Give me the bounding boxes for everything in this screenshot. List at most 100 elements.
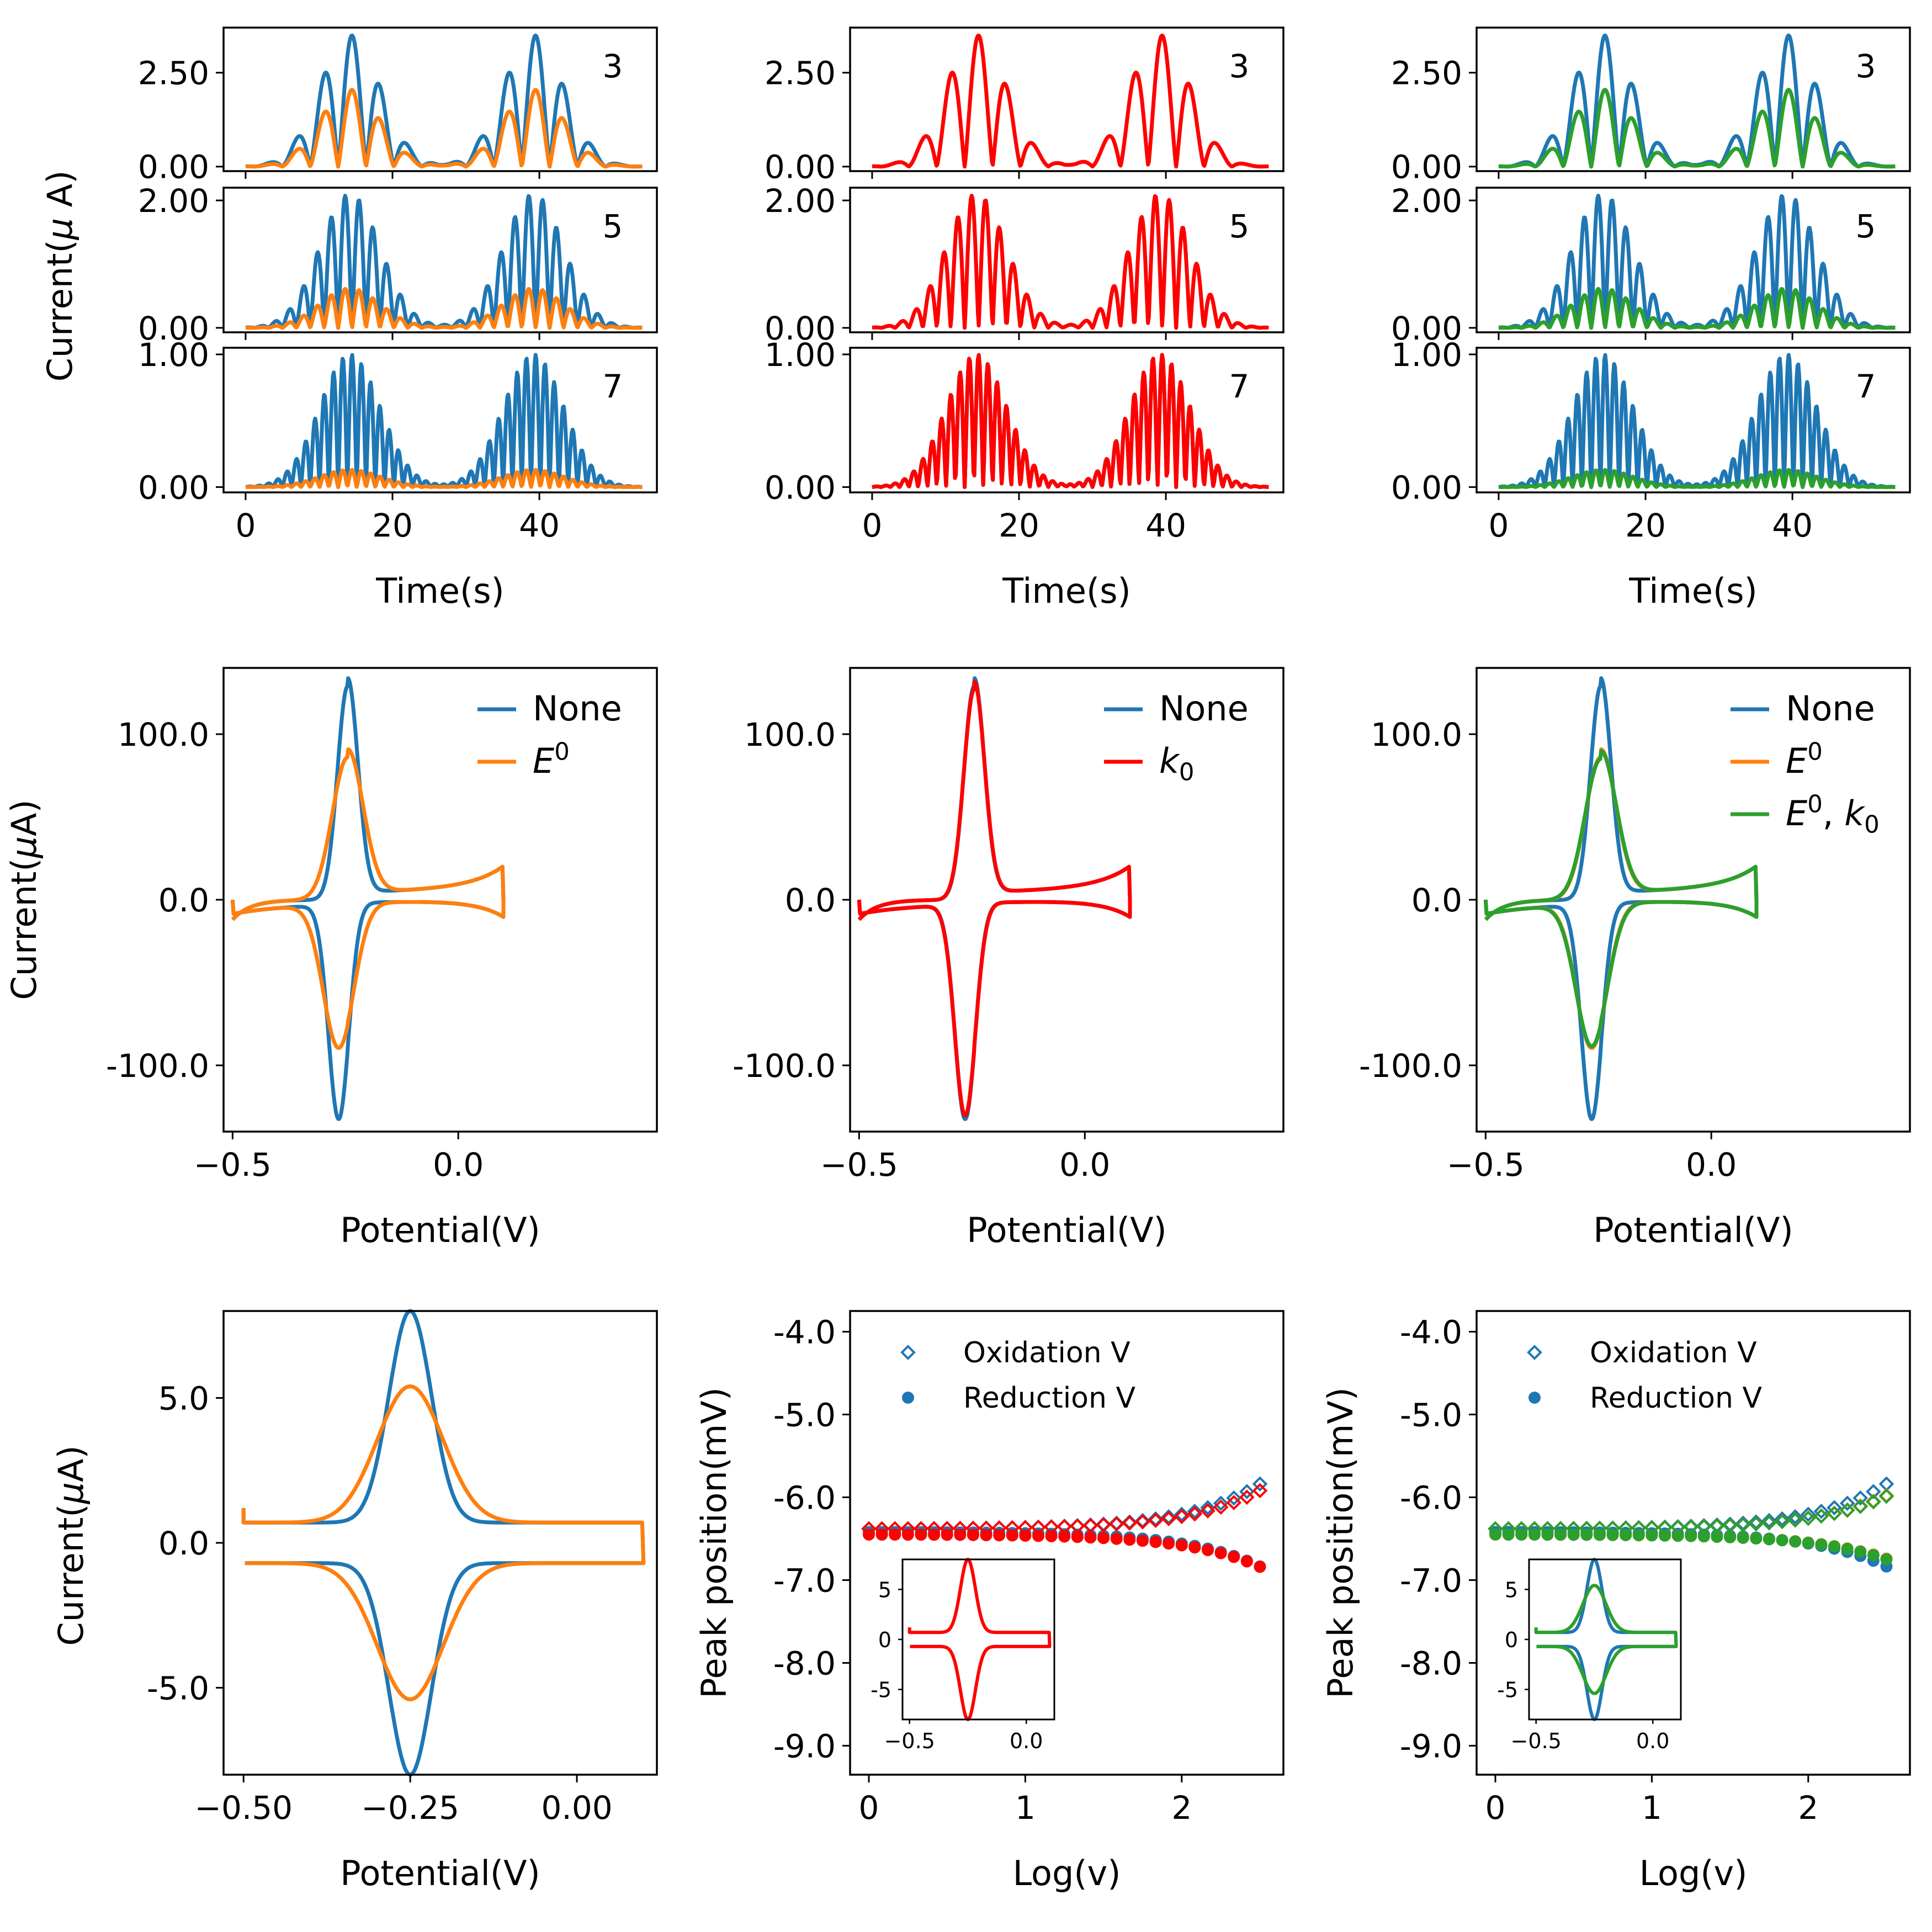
harmonic-2-7-line-blue <box>871 353 1270 489</box>
harmonic-3-7-line-blue <box>1498 353 1897 489</box>
cv-1-legend-label: None <box>533 688 622 729</box>
peak-2-oxidation-point <box>1226 1495 1242 1510</box>
peak-2-oxidation-point <box>1161 1509 1177 1525</box>
cv-3-xtick-label: 0.0 <box>1686 1146 1737 1183</box>
peak-2-reduction-point <box>863 1528 875 1541</box>
peak-3-inset-line-0 <box>1534 1558 1678 1721</box>
cv-1-xtick-label: −0.5 <box>194 1146 272 1183</box>
peak-2-reduction-point <box>1123 1533 1136 1546</box>
peak-2-inset-ytick-label: 5 <box>878 1578 891 1602</box>
peak-2-reduction-point <box>954 1528 967 1541</box>
peak-2-reduction-point <box>1228 1551 1240 1563</box>
cv-1-ytick-label: -100.0 <box>106 1047 209 1085</box>
peak-3-reduction-point <box>1737 1531 1749 1544</box>
peak-2-inset-ytick-label: 0 <box>878 1628 891 1652</box>
peak-3-oxidation-point <box>1774 1511 1790 1527</box>
peak-2-reduction-point <box>1188 1541 1201 1554</box>
harmonic-3-3-label: 3 <box>1856 47 1876 85</box>
peak-2-legend-reduction-marker <box>902 1392 914 1404</box>
peak-3-ytick-label: -6.0 <box>1400 1479 1462 1516</box>
cv-3-line-2 <box>1483 749 1759 1048</box>
cv-3-legend-label: E0​ <box>1786 738 1823 781</box>
cv-small-ytick-label: -5.0 <box>147 1669 209 1707</box>
peak-3-inset-ytick-label: -5 <box>1497 1678 1518 1702</box>
cv-3-line-0 <box>1483 676 1759 1121</box>
harmonic-3-7-xtick-label: 40 <box>1772 507 1813 544</box>
peak-2-reduction-point <box>1019 1529 1032 1542</box>
peak-2-oxidation-point <box>1200 1500 1216 1516</box>
harmonic-3-7-xlabel: Time(s) <box>1628 571 1757 611</box>
harmonic-3-3-line-blue <box>1498 33 1897 169</box>
peak-3-ytick-label: -8.0 <box>1400 1644 1462 1682</box>
peak-2-inset-xtick-label: −0.5 <box>884 1729 935 1753</box>
peak-3-ytick-label: -9.0 <box>1400 1727 1462 1765</box>
cv-2-xlabel: Potential(V) <box>967 1210 1166 1250</box>
peak-2-oxidation-point <box>1226 1490 1242 1506</box>
peak-2-reduction-point <box>1163 1537 1175 1550</box>
peak-2-oxidation-point <box>1213 1499 1229 1515</box>
peak-2-reduction-point <box>875 1528 888 1541</box>
harmonic-1-7-frame <box>222 347 658 493</box>
peak-2-ytick-label: -4.0 <box>773 1313 836 1351</box>
cv-3-ytick-label: -100.0 <box>1359 1047 1462 1085</box>
peak-3-oxidation-point <box>1774 1514 1790 1530</box>
harmonic-3-5-ytick-label: 0.00 <box>1391 310 1462 347</box>
cv-small-frame <box>222 1310 658 1776</box>
cv-small-xlabel: Potential(V) <box>340 1853 540 1893</box>
peak-2-ytick-label: -8.0 <box>773 1644 836 1682</box>
peak-2-oxidation-point <box>1187 1504 1203 1519</box>
harmonic-3-5-ytick-label: 2.00 <box>1391 182 1462 220</box>
cv-2-legend-label: k0​ <box>1159 741 1195 787</box>
peak-3-xtick-label: 0 <box>1485 1789 1506 1827</box>
peak-2-inset-xtick-label: 0.0 <box>1010 1729 1043 1753</box>
peak-3-xtick-label: 2 <box>1798 1789 1818 1827</box>
peak-3-oxidation-point <box>1800 1510 1816 1526</box>
peak-3-oxidation-point <box>1853 1490 1869 1506</box>
peak-2-reduction-point <box>980 1529 992 1542</box>
harmonic-3-3-frame <box>1475 26 1911 172</box>
cv-1-ytick-label: 0.0 <box>158 882 209 919</box>
peak-3-ytick-label: -5.0 <box>1400 1396 1462 1434</box>
harmonic-2-7-frame <box>849 347 1285 493</box>
harmonic-1-7-xlabel: Time(s) <box>375 571 504 611</box>
peak-3-reduction-point <box>1776 1534 1788 1547</box>
cv-2-ytick-label: 0.0 <box>785 882 836 919</box>
peak-2-reduction-point <box>1045 1530 1058 1542</box>
peak-3-oxidation-point <box>1800 1506 1816 1522</box>
peak-3-inset-xtick-label: 0.0 <box>1636 1729 1669 1753</box>
peak-3-inset-frame <box>1528 1558 1682 1721</box>
harmonic-1-7-xtick-label: 20 <box>372 507 413 544</box>
harmonic-1-7-line-blue <box>245 353 644 489</box>
peak-3-oxidation-point <box>1866 1484 1881 1500</box>
harmonic-2-3-line-red <box>871 33 1270 169</box>
harmonic-2-3-ytick-label: 0.00 <box>765 148 836 186</box>
peak-3-xtick-label: 1 <box>1642 1789 1662 1827</box>
peak-2-oxidation-point <box>1252 1476 1268 1492</box>
peak-3-frame <box>1475 1310 1911 1776</box>
harmonic-2-7-label: 7 <box>1229 368 1250 405</box>
peak-3-reduction-point <box>1854 1546 1867 1558</box>
cv-3-legend-label: E0​, k0​ <box>1786 790 1880 838</box>
harmonic-3-7-xtick-label: 20 <box>1625 507 1666 544</box>
peak-3-reduction-point <box>1763 1533 1775 1546</box>
peak-2-ytick-label: -5.0 <box>773 1396 836 1434</box>
peak-3-oxidation-point <box>1839 1503 1855 1518</box>
peak-2-oxidation-point <box>1148 1512 1164 1528</box>
harmonic-1-5-ytick-label: 2.00 <box>138 182 209 220</box>
cv-3-legend-label: None <box>1786 688 1875 729</box>
harmonic-2-3-ytick-label: 2.50 <box>765 55 836 92</box>
harmonic-3-3-ytick-label: 2.50 <box>1391 55 1462 92</box>
peak-3-oxidation-point <box>1813 1508 1829 1524</box>
peak-2-oxidation-point <box>1161 1511 1177 1526</box>
harmonic-3-7-frame <box>1475 347 1911 493</box>
harmonic-2-7-ytick-label: 1.00 <box>765 336 836 374</box>
peak-3-reduction-point <box>1750 1532 1763 1545</box>
peak-2-oxidation-point <box>1200 1503 1216 1519</box>
peak-3-reduction-point <box>1515 1528 1528 1541</box>
harmonic-1-3-ytick-label: 2.50 <box>138 55 209 92</box>
cv-3-xtick-label: −0.5 <box>1447 1146 1525 1183</box>
harmonic-1-3-line-blue <box>245 33 644 169</box>
cv-2-legend-label: None <box>1159 688 1249 729</box>
peak-2-inset-line-0 <box>907 1558 1052 1721</box>
harmonic-3-5-frame <box>1475 187 1911 333</box>
